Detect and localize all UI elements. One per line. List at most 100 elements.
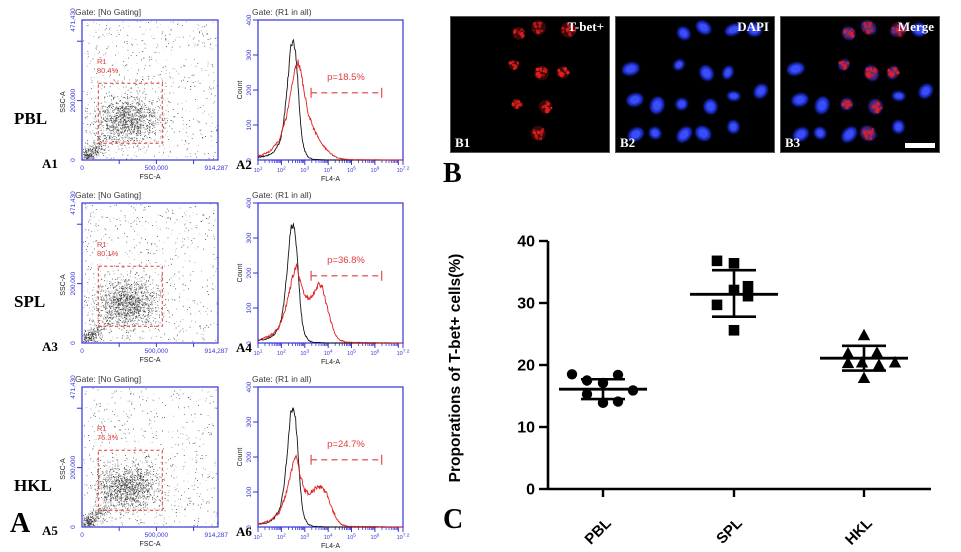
micro-image-dapi: DAPI B2 [615,16,775,153]
scatter-y-tick-label: 471,430 [70,191,77,215]
tbet-positive-cell [560,21,577,38]
flow-row-hkl: 0 200,000 471,430 0 500,000 914,287 SSC-A FSC-A… [0,367,440,552]
hist-x-major-ticks [257,343,404,348]
scale-bar [905,143,935,148]
hist-sample-curve [257,262,403,344]
marker-percent-label: p=24.7% [327,439,365,450]
scatter-x-tick-label: 914,287 [205,165,229,172]
c-data-point [597,377,609,389]
nucleus [622,62,639,76]
micro-id: B1 [455,135,471,150]
c-data-point [728,324,740,336]
nucleus [793,127,809,142]
gate-r1-rect [97,265,163,327]
tissue-label: SPL [14,292,46,311]
hist-x-tick-label: 102 [277,533,286,542]
scatter-x-tick-label: 0 [80,532,84,539]
hist-gate-title: Gate: (R1 in all) [252,374,312,384]
hist-x-minor-ticks [264,343,398,346]
c-data-point [841,356,855,369]
nucleus [892,91,905,101]
c-data-point [711,255,723,267]
hist-x-tick-label: 104 [324,166,333,175]
nucleus [727,91,740,101]
hist-y-tick-label: 300 [246,232,253,243]
scatter-x-axis-title: FSC-A [140,357,161,364]
scatter-gate-title: Gate: [No Gating] [75,7,142,17]
hist-y-tick-label: 200 [246,451,253,462]
nucleus [842,127,857,142]
hist-y-tick-label: 100 [246,119,253,130]
c-data-point [855,356,869,368]
nucleus [792,93,808,107]
nucleus [725,23,742,36]
hist-x-tick-label: 102 [277,349,286,358]
c-y-tick-label: 20 [517,358,535,375]
tbet-positive-cell [508,59,520,71]
scatter-dot-cloud [83,21,218,160]
c-x-category-label: SPL [713,515,746,548]
hist-x-tick-label: 101 [254,166,263,175]
tbet-positive-cell [530,125,546,141]
nucleus [747,23,762,37]
marker-percent-label: p=36.8% [327,255,365,266]
tbet-positive-cell [512,26,526,40]
micro-title: DAPI [737,19,769,34]
c-data-point [566,369,578,380]
c-data-point [728,284,740,296]
scatter-y-tick-label: 0 [70,525,77,529]
hist-x-tick-label: 106 [371,166,380,175]
scatter-y-tick-label: 471,430 [70,8,77,32]
flow-plots-canvas: 0 200,000 471,430 0 500,000 914,287 SSC-A FSC-A… [60,191,410,366]
panel-letter-c: C [443,504,464,535]
flow-plots-canvas: 0 200,000 471,430 0 500,000 914,287 SSC-A FSC-A… [60,375,410,550]
c-data-point [742,290,754,302]
nucleus [787,62,804,76]
gate-percent: 76.3% [97,432,119,442]
scatter-dot-cloud [83,20,218,160]
c-y-tick-label: 0 [526,482,535,499]
tbet-positive-cell [838,59,850,71]
hist-y-tick-label: 400 [246,14,253,25]
c-data-point [627,385,639,396]
tbet-proportions-chart: 0 10 20 30 40 Proporations of T-bet+ cells(%)… [447,234,931,549]
scatter-x-tick-label: 0 [80,165,84,172]
tbet-positive-cell [538,99,553,114]
gate-name: R1 [97,57,107,66]
c-data-point [888,356,902,368]
scatter-x-tick-label: 914,287 [205,348,229,355]
scatter-dot-cloud [83,389,217,527]
gate-percent: 80.4% [97,65,119,75]
gate-r1-rect [97,82,163,144]
c-data-point [711,299,723,311]
scatter-x-tick-label: 500,000 [145,532,169,539]
scatter-y-tick-label: 200,000 [70,88,77,112]
c-data-point [742,280,754,292]
subpanel-id-a1: A1 [42,156,58,171]
hist-y-tick-label: 400 [246,197,253,208]
hist-x-tick-label: 102 [277,166,286,175]
hist-y-axis-title: Count [237,81,244,100]
scatter-x-tick-label: 0 [80,348,84,355]
hist-x-tick-label: 107.2 [397,166,410,175]
hist-x-minor-ticks [264,160,398,163]
hist-sample-curve [257,59,403,161]
tbet-positive-cell [511,98,523,110]
scatter-dot-cloud [83,203,218,343]
tbet-positive-cell [841,98,853,110]
nucleus [677,127,692,142]
hist-x-minor-ticks [264,527,398,530]
hist-x-tick-label: 103 [300,533,309,542]
c-series-hkl [820,328,908,384]
subpanel-id-a3: A3 [42,339,58,354]
tbet-positive-cell [531,20,547,35]
c-x-category-label: PBL [582,515,615,548]
tbet-positive-cell [860,125,876,141]
c-data-point [872,358,886,370]
scatter-dot-cloud [83,21,218,160]
nucleus [912,23,927,37]
c-y-tick-label: 30 [517,296,535,313]
scatter-dot-cloud [83,389,217,527]
scatter-y-axis-title: SSC-A [60,274,67,296]
hist-x-major-ticks [257,160,404,165]
